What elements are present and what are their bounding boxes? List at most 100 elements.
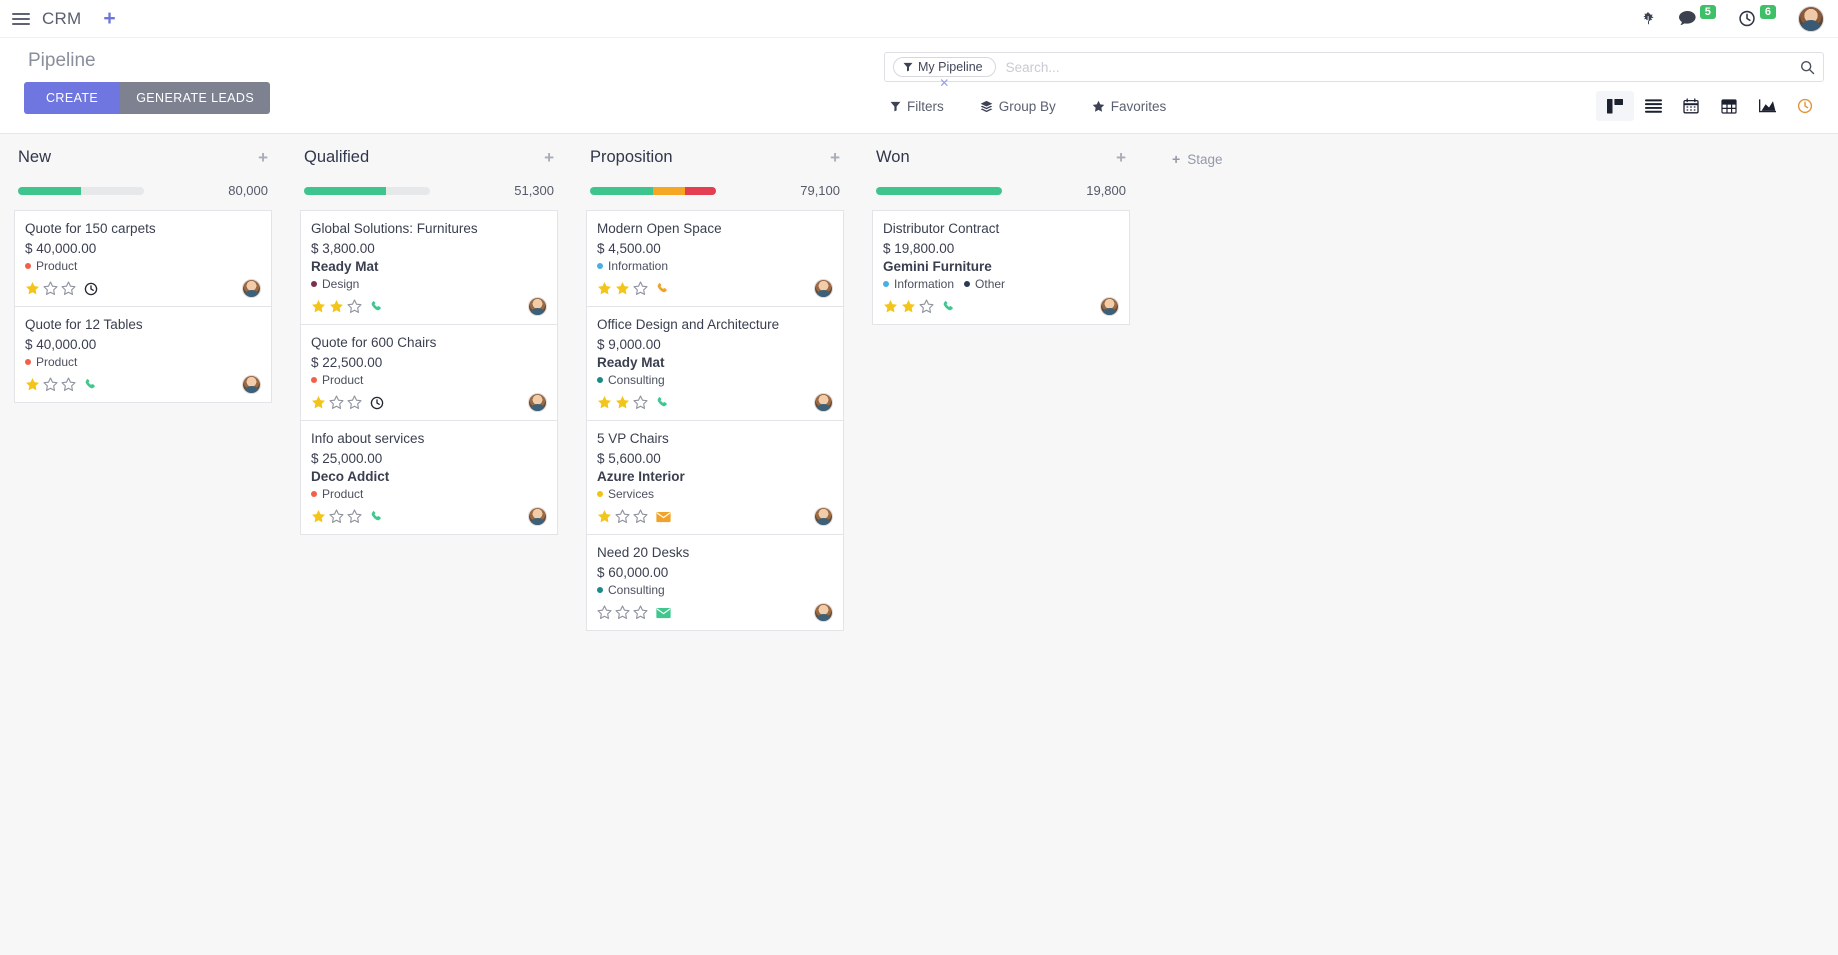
card-assignee-avatar[interactable]: [814, 279, 833, 298]
priority-stars[interactable]: [25, 377, 76, 392]
card-tag[interactable]: Product: [311, 487, 363, 501]
priority-stars[interactable]: [597, 281, 648, 296]
card-assignee-avatar[interactable]: [528, 507, 547, 526]
bug-icon[interactable]: [1641, 11, 1656, 26]
column-title[interactable]: New: [18, 148, 52, 166]
card-tag[interactable]: Information: [883, 277, 954, 291]
clock-icon[interactable]: [370, 396, 384, 410]
card-tag[interactable]: Product: [311, 373, 363, 387]
messages-counter[interactable]: 5: [1678, 4, 1716, 27]
priority-star-icon[interactable]: [347, 299, 362, 314]
phone-icon[interactable]: [656, 282, 670, 296]
priority-stars[interactable]: [25, 281, 76, 296]
plus-icon[interactable]: +: [1116, 148, 1126, 167]
phone-icon[interactable]: [370, 300, 384, 314]
priority-star-icon[interactable]: [329, 299, 344, 314]
priority-star-icon[interactable]: [43, 281, 58, 296]
close-x-icon[interactable]: ✕: [939, 76, 950, 90]
card-assignee-avatar[interactable]: [814, 393, 833, 412]
kanban-card[interactable]: 5 VP Chairs $ 5,600.00 Azure Interior Servi…: [586, 421, 844, 535]
priority-star-icon[interactable]: [61, 281, 76, 296]
priority-star-icon[interactable]: [311, 395, 326, 410]
priority-star-icon[interactable]: [615, 281, 630, 296]
priority-star-icon[interactable]: [901, 299, 916, 314]
activities-counter[interactable]: 6: [1738, 4, 1776, 28]
phone-icon[interactable]: [656, 396, 670, 410]
kanban-card[interactable]: Distributor Contract $ 19,800.00 Gemini Fu…: [872, 210, 1130, 325]
card-assignee-avatar[interactable]: [528, 393, 547, 412]
search-bar[interactable]: My Pipeline ✕ Search...: [884, 52, 1824, 89]
kanban-card[interactable]: Quote for 600 Chairs $ 22,500.00 Product: [300, 325, 558, 421]
priority-stars[interactable]: [311, 299, 362, 314]
kanban-view-icon[interactable]: [1596, 91, 1634, 121]
priority-star-icon[interactable]: [633, 605, 648, 620]
create-button[interactable]: CREATE: [24, 82, 121, 114]
plus-icon[interactable]: +: [258, 148, 268, 167]
progress-segment[interactable]: [304, 186, 386, 195]
search-input[interactable]: Search...: [1005, 59, 1060, 75]
kanban-card[interactable]: Quote for 150 carpets $ 40,000.00 Product: [14, 210, 272, 307]
priority-star-icon[interactable]: [633, 281, 648, 296]
graph-view-icon[interactable]: [1748, 91, 1786, 121]
priority-star-icon[interactable]: [43, 377, 58, 392]
priority-star-icon[interactable]: [633, 509, 648, 524]
plus-icon[interactable]: +: [103, 7, 116, 30]
list-view-icon[interactable]: [1634, 91, 1672, 121]
priority-star-icon[interactable]: [919, 299, 934, 314]
phone-icon[interactable]: [370, 510, 384, 524]
progress-segment[interactable]: [684, 186, 716, 195]
card-assignee-avatar[interactable]: [242, 375, 261, 394]
add-stage-button[interactable]: + Stage: [1172, 151, 1222, 167]
favorites-dropdown[interactable]: Favorites: [1092, 99, 1166, 114]
priority-star-icon[interactable]: [61, 377, 76, 392]
card-assignee-avatar[interactable]: [814, 603, 833, 622]
priority-star-icon[interactable]: [615, 605, 630, 620]
priority-stars[interactable]: [597, 509, 648, 524]
card-tag[interactable]: Product: [25, 259, 77, 273]
envelope-icon[interactable]: [656, 511, 671, 523]
phone-icon[interactable]: [942, 300, 956, 314]
priority-stars[interactable]: [597, 605, 648, 620]
card-tag[interactable]: Other: [964, 277, 1005, 291]
card-tag[interactable]: Product: [25, 355, 77, 369]
plus-icon[interactable]: +: [544, 148, 554, 167]
priority-star-icon[interactable]: [329, 509, 344, 524]
clock-icon[interactable]: [84, 282, 98, 296]
column-title[interactable]: Proposition: [590, 148, 673, 166]
search-facet-my-pipeline[interactable]: My Pipeline ✕: [893, 57, 996, 89]
magnifier-icon[interactable]: [1800, 60, 1815, 75]
priority-star-icon[interactable]: [597, 281, 612, 296]
priority-star-icon[interactable]: [329, 395, 344, 410]
priority-stars[interactable]: [311, 509, 362, 524]
kanban-card[interactable]: Office Design and Architecture $ 9,000.00…: [586, 307, 844, 421]
progress-segment[interactable]: [653, 186, 685, 195]
priority-star-icon[interactable]: [311, 509, 326, 524]
kanban-card[interactable]: Info about services $ 25,000.00 Deco Addic…: [300, 421, 558, 535]
envelope-icon[interactable]: [656, 607, 671, 619]
card-tag[interactable]: Design: [311, 277, 359, 291]
kanban-card[interactable]: Quote for 12 Tables $ 40,000.00 Product: [14, 307, 272, 403]
breadcrumb[interactable]: Pipeline: [28, 50, 96, 71]
calendar-view-icon[interactable]: [1672, 91, 1710, 121]
group-by-dropdown[interactable]: Group By: [980, 99, 1056, 114]
card-assignee-avatar[interactable]: [814, 507, 833, 526]
progress-segment[interactable]: [876, 186, 1002, 195]
column-title[interactable]: Won: [876, 148, 910, 166]
priority-star-icon[interactable]: [615, 395, 630, 410]
priority-star-icon[interactable]: [25, 377, 40, 392]
plus-icon[interactable]: +: [830, 148, 840, 167]
card-tag[interactable]: Information: [597, 259, 668, 273]
phone-icon[interactable]: [84, 378, 98, 392]
avatar[interactable]: [1798, 5, 1824, 32]
priority-star-icon[interactable]: [311, 299, 326, 314]
priority-stars[interactable]: [883, 299, 934, 314]
card-assignee-avatar[interactable]: [242, 279, 261, 298]
card-tag[interactable]: Services: [597, 487, 654, 501]
generate-leads-button[interactable]: GENERATE LEADS: [120, 82, 271, 114]
priority-star-icon[interactable]: [25, 281, 40, 296]
priority-star-icon[interactable]: [597, 395, 612, 410]
priority-star-icon[interactable]: [597, 605, 612, 620]
card-assignee-avatar[interactable]: [528, 297, 547, 316]
kanban-card[interactable]: Global Solutions: Furnitures $ 3,800.00 Re…: [300, 210, 558, 325]
kanban-card[interactable]: Need 20 Desks $ 60,000.00 Consulting: [586, 535, 844, 631]
